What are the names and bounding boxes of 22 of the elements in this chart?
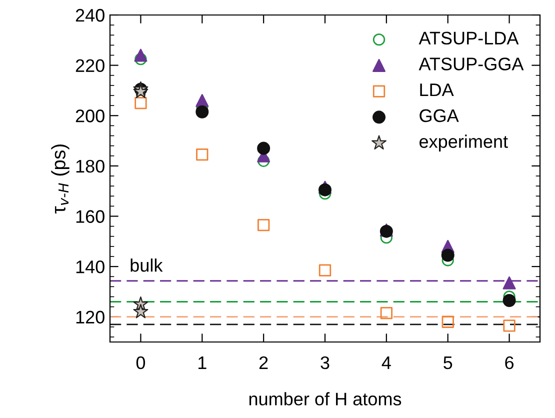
x-tick-label: 5 bbox=[444, 356, 452, 370]
x-tick-label: 4 bbox=[382, 356, 391, 369]
x-tick-label: 6 bbox=[505, 356, 514, 370]
y-tick-label: 220 bbox=[76, 59, 104, 72]
y-tick-label: 160 bbox=[76, 210, 104, 223]
x-tick-label: 0 bbox=[136, 356, 146, 370]
y-tick-label: 120 bbox=[76, 310, 104, 324]
x-axis-title: number of H atoms bbox=[249, 392, 402, 406]
x-tick-label: 3 bbox=[320, 356, 330, 370]
legend-label: GGA bbox=[420, 109, 459, 122]
y-tick-label: 200 bbox=[76, 110, 104, 122]
legend-label: ATSUP-GGA bbox=[418, 58, 524, 70]
y-tick-label: 180 bbox=[76, 160, 104, 173]
y-tick-label: 240 bbox=[76, 8, 104, 22]
legend-label: experiment bbox=[420, 134, 508, 152]
annotation: bulk bbox=[130, 258, 163, 272]
x-tick-label: 2 bbox=[259, 356, 268, 369]
x-tick-label: 1 bbox=[198, 356, 206, 369]
y-tick-label: 140 bbox=[76, 260, 104, 274]
legend-label: LDA bbox=[420, 84, 454, 96]
y-axis-title: τ$_{v‑H}$ (ps) bbox=[51, 144, 70, 214]
legend-label: ATSUP-LDA bbox=[418, 32, 519, 45]
